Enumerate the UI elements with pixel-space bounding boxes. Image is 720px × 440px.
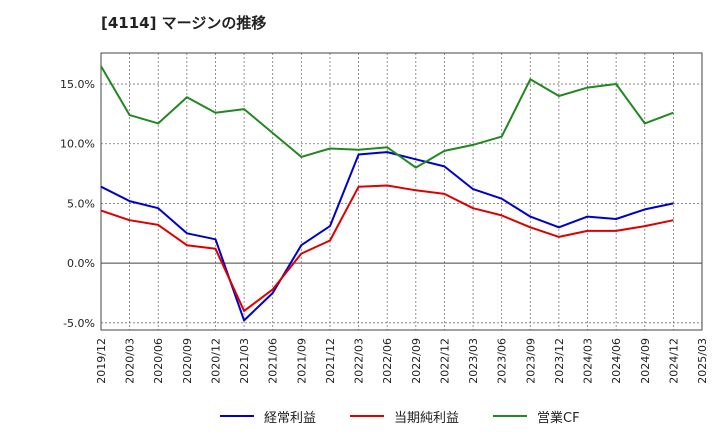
x-tick-label: 2021/03 [238,338,251,384]
x-tick-label: 2024/09 [639,338,652,384]
y-tick-label: 5.0% [67,197,95,210]
y-tick-label: -5.0% [63,317,95,330]
x-tick-label: 2023/09 [524,338,537,384]
x-tick-label: 2023/12 [553,338,566,384]
x-tick-label: 2021/06 [267,338,280,384]
x-tick-label: 2021/12 [324,338,337,384]
series-line-2 [100,65,674,169]
x-tick-label: 2025/03 [696,338,709,384]
legend-swatch-0 [220,415,254,417]
series-line-1 [100,184,674,312]
y-tick-label: 15.0% [60,78,95,91]
plot-background [101,53,702,330]
series-line-0 [100,151,674,322]
legend-swatch-2 [493,415,527,417]
x-tick-label: 2023/06 [496,338,509,384]
legend-item-2: 営業CF [493,404,580,428]
legend: 経常利益 当期純利益 営業CF [0,404,720,428]
x-tick-label: 2023/03 [467,338,480,384]
legend-item-0: 経常利益 [220,404,316,428]
legend-swatch-1 [350,415,384,417]
y-tick-label: 0.0% [67,257,95,270]
legend-label-1: 当期純利益 [394,410,460,426]
x-tick-label: 2022/03 [353,338,366,384]
x-tick-label: 2022/09 [410,338,423,384]
x-tick-label: 2020/09 [181,338,194,384]
x-tick-label: 2020/12 [209,338,222,384]
x-tick-label: 2021/09 [295,338,308,384]
y-tick-label: 10.0% [60,138,95,151]
legend-label-2: 営業CF [537,410,580,426]
legend-label-0: 経常利益 [264,410,317,426]
x-tick-label: 2019/12 [95,338,108,384]
x-tick-label: 2022/12 [438,338,451,384]
x-tick-label: 2020/03 [124,338,137,384]
x-tick-label: 2024/03 [582,338,595,384]
chart-title: [4114] マージンの推移 [101,14,267,32]
legend-item-1: 当期純利益 [350,404,459,428]
plot-frame [100,52,703,331]
x-tick-label: 2022/06 [381,338,394,384]
x-tick-label: 2020/06 [152,338,165,384]
x-tick-label: 2024/06 [610,338,623,384]
x-tick-label: 2024/12 [667,338,680,384]
